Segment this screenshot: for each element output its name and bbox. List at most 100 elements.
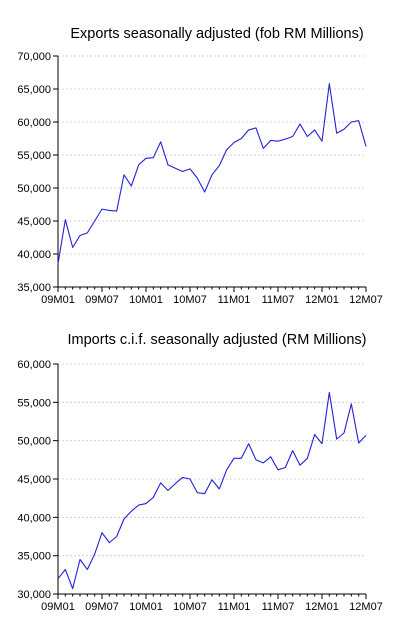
x-tick-label: 10M07 — [173, 294, 207, 306]
x-tick-label: 11M07 — [262, 601, 295, 613]
axis-frame — [57, 56, 366, 288]
y-tick-label: 50,000 — [17, 183, 51, 195]
data-point — [350, 121, 352, 123]
data-point — [152, 156, 154, 158]
data-point — [247, 443, 249, 445]
data-point — [174, 167, 176, 169]
data-point — [262, 147, 264, 149]
data-point — [71, 587, 73, 589]
data-point — [189, 478, 191, 480]
y-tick-label: 55,000 — [17, 150, 51, 162]
data-point — [284, 138, 286, 140]
data-point — [299, 123, 301, 125]
data-point — [343, 128, 345, 130]
data-point — [269, 139, 271, 141]
data-point — [321, 443, 323, 445]
data-point — [350, 403, 352, 405]
chart-title: Exports seasonally adjusted (fob RM Mill… — [70, 26, 363, 42]
data-point — [233, 141, 235, 143]
data-point — [233, 457, 235, 459]
data-point — [101, 531, 103, 533]
data-point — [108, 541, 110, 543]
data-point — [196, 492, 198, 494]
x-tick-label: 12M01 — [305, 601, 339, 613]
x-tick-label: 10M07 — [173, 601, 207, 613]
data-point — [71, 246, 73, 248]
x-tick-label: 11M01 — [218, 294, 251, 306]
data-point — [343, 432, 345, 434]
x-tick-label: 09M01 — [41, 294, 75, 306]
data-point — [357, 442, 359, 444]
data-point — [152, 496, 154, 498]
data-point — [86, 568, 88, 570]
data-point — [167, 489, 169, 491]
data-point — [306, 135, 308, 137]
data-point — [137, 504, 139, 506]
data-point — [181, 476, 183, 478]
data-point — [240, 137, 242, 139]
data-point — [328, 391, 330, 393]
data-point — [57, 577, 59, 579]
x-tick-label: 10M01 — [129, 294, 163, 306]
x-tick-label: 12M01 — [305, 294, 339, 306]
data-point — [64, 218, 66, 220]
data-point — [93, 220, 95, 222]
data-point — [145, 157, 147, 159]
series-line — [57, 83, 367, 264]
data-point — [291, 135, 293, 137]
data-point — [79, 234, 81, 236]
y-tick-label: 45,000 — [17, 216, 51, 228]
data-point — [64, 568, 66, 570]
y-tick-label: 65,000 — [17, 84, 51, 96]
x-tick-label: 09M01 — [41, 601, 75, 613]
data-point — [365, 145, 367, 147]
data-point — [137, 164, 139, 166]
data-point — [218, 164, 220, 166]
data-point — [240, 457, 242, 459]
data-point — [335, 438, 337, 440]
data-point — [159, 482, 161, 484]
data-point — [277, 469, 279, 471]
data-point — [86, 232, 88, 234]
data-point — [225, 469, 227, 471]
data-point — [101, 208, 103, 210]
y-tick-label: 60,000 — [17, 359, 51, 371]
data-point — [211, 479, 213, 481]
data-point — [335, 132, 337, 134]
data-point — [277, 140, 279, 142]
data-point — [284, 466, 286, 468]
data-point — [196, 177, 198, 179]
x-tick-label: 12M07 — [349, 294, 383, 306]
y-tick-label: 70,000 — [17, 51, 51, 63]
x-tick-label: 11M07 — [262, 294, 295, 306]
data-point — [123, 174, 125, 176]
data-point — [313, 433, 315, 435]
data-point — [130, 185, 132, 187]
data-point — [167, 164, 169, 166]
data-point — [328, 83, 330, 85]
data-point — [218, 488, 220, 490]
data-point — [159, 141, 161, 143]
x-tick-label: 09M07 — [85, 294, 119, 306]
x-tick-label: 09M07 — [85, 601, 119, 613]
data-point — [299, 464, 301, 466]
data-point — [357, 119, 359, 121]
data-point — [181, 170, 183, 172]
data-point — [211, 174, 213, 176]
data-point — [93, 553, 95, 555]
data-point — [115, 210, 117, 212]
x-tick-label: 11M01 — [218, 601, 251, 613]
data-point — [115, 535, 117, 537]
data-point — [225, 149, 227, 151]
x-tick-label: 12M07 — [349, 601, 383, 613]
data-point — [145, 502, 147, 504]
data-point — [269, 456, 271, 458]
y-tick-label: 55,000 — [17, 397, 51, 409]
data-point — [255, 127, 257, 129]
data-point — [203, 191, 205, 193]
data-point — [365, 434, 367, 436]
data-point — [57, 263, 59, 265]
y-tick-label: 35,000 — [17, 551, 51, 563]
data-point — [321, 140, 323, 142]
